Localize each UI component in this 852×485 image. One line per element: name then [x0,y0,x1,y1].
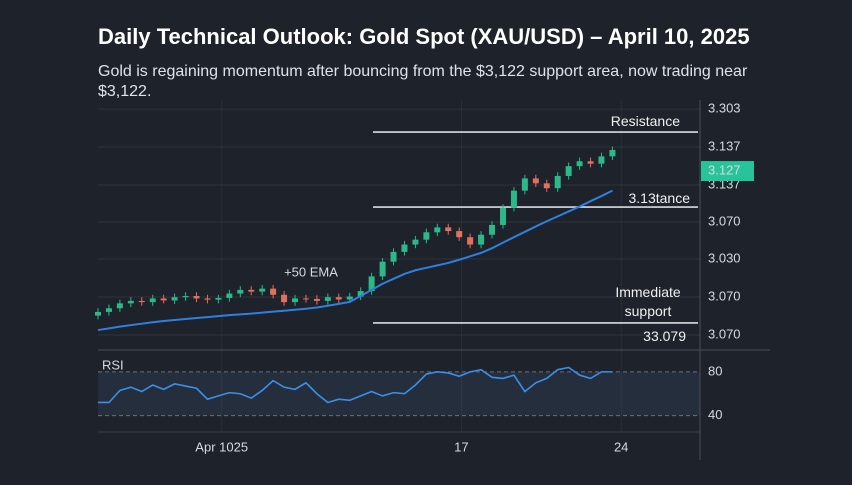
ema-line [97,189,613,332]
candle-body [357,291,364,297]
candle-body [281,294,288,303]
candle-body [292,298,299,303]
candle-body [489,224,496,235]
candle-body [226,293,233,298]
y-tick-label: 3.070 [708,326,741,341]
candle-body [499,207,506,225]
candle-body [149,298,156,303]
rsi-label: RSI [102,357,124,372]
level-label: Immediate support [615,283,681,319]
rsi-line [98,366,613,404]
candle-body [270,288,277,295]
candle-body [587,161,594,164]
candle-body [215,297,222,300]
candle-body [434,227,441,233]
ema-label: +50 EMA [284,264,338,279]
candle-body [456,231,463,238]
y-tick-label: 3.030 [708,250,741,265]
candle-body [204,298,211,300]
y-tick-label: 3.070 [708,288,741,303]
candle-body [302,298,309,300]
candle-body [521,178,528,191]
level-note: 33.079 [643,327,686,344]
candle-body [313,298,320,301]
candle-body [116,303,123,309]
candle-body [160,298,167,301]
candle-body [412,239,419,245]
rsi-tick-label: 40 [708,407,722,422]
candle-body [467,237,474,245]
candle-body [105,308,112,312]
y-tick-label: 3.070 [708,213,741,228]
chart-title: Daily Technical Outlook: Gold Spot (XAU/… [98,24,750,49]
candle-body [182,296,189,298]
candle-body [248,289,255,292]
candle-body [346,296,353,300]
candle-body [478,234,485,245]
candle-body [598,156,605,164]
y-tick-label: 3.303 [708,101,741,116]
candle-body [193,296,200,299]
candle-body [127,300,134,304]
candle-body [390,251,397,262]
price-badge-label: 3.127 [708,162,741,177]
level-label: Resistance [610,113,680,130]
level-label: 3.13tance [628,190,691,207]
x-tick-label: Apr 1025 [195,439,248,454]
candle-body [401,244,408,252]
candle-body [324,297,331,301]
y-tick-label: 3.137 [708,138,741,153]
candle-body [576,161,583,167]
candle-body [532,178,539,184]
candle-body [335,297,342,300]
candle-body [237,289,244,294]
candle-body [368,276,375,292]
candle-body [95,311,101,316]
candle-body [609,149,616,157]
price-badge [701,161,754,182]
candle-body [259,288,266,292]
candle-body [554,175,561,189]
candle-body [510,190,517,208]
candle-body [138,300,145,303]
x-tick-label: 17 [454,439,468,454]
candle-body [445,227,452,232]
candle-body [171,297,178,301]
candle-body [379,261,386,277]
candle-body [543,183,550,189]
candle-body [565,166,572,176]
candle-body [423,232,430,240]
x-tick-label: 24 [614,439,628,454]
rsi-tick-label: 80 [708,363,722,378]
chart-subtitle: Gold is regaining momentum after bouncin… [98,63,748,100]
